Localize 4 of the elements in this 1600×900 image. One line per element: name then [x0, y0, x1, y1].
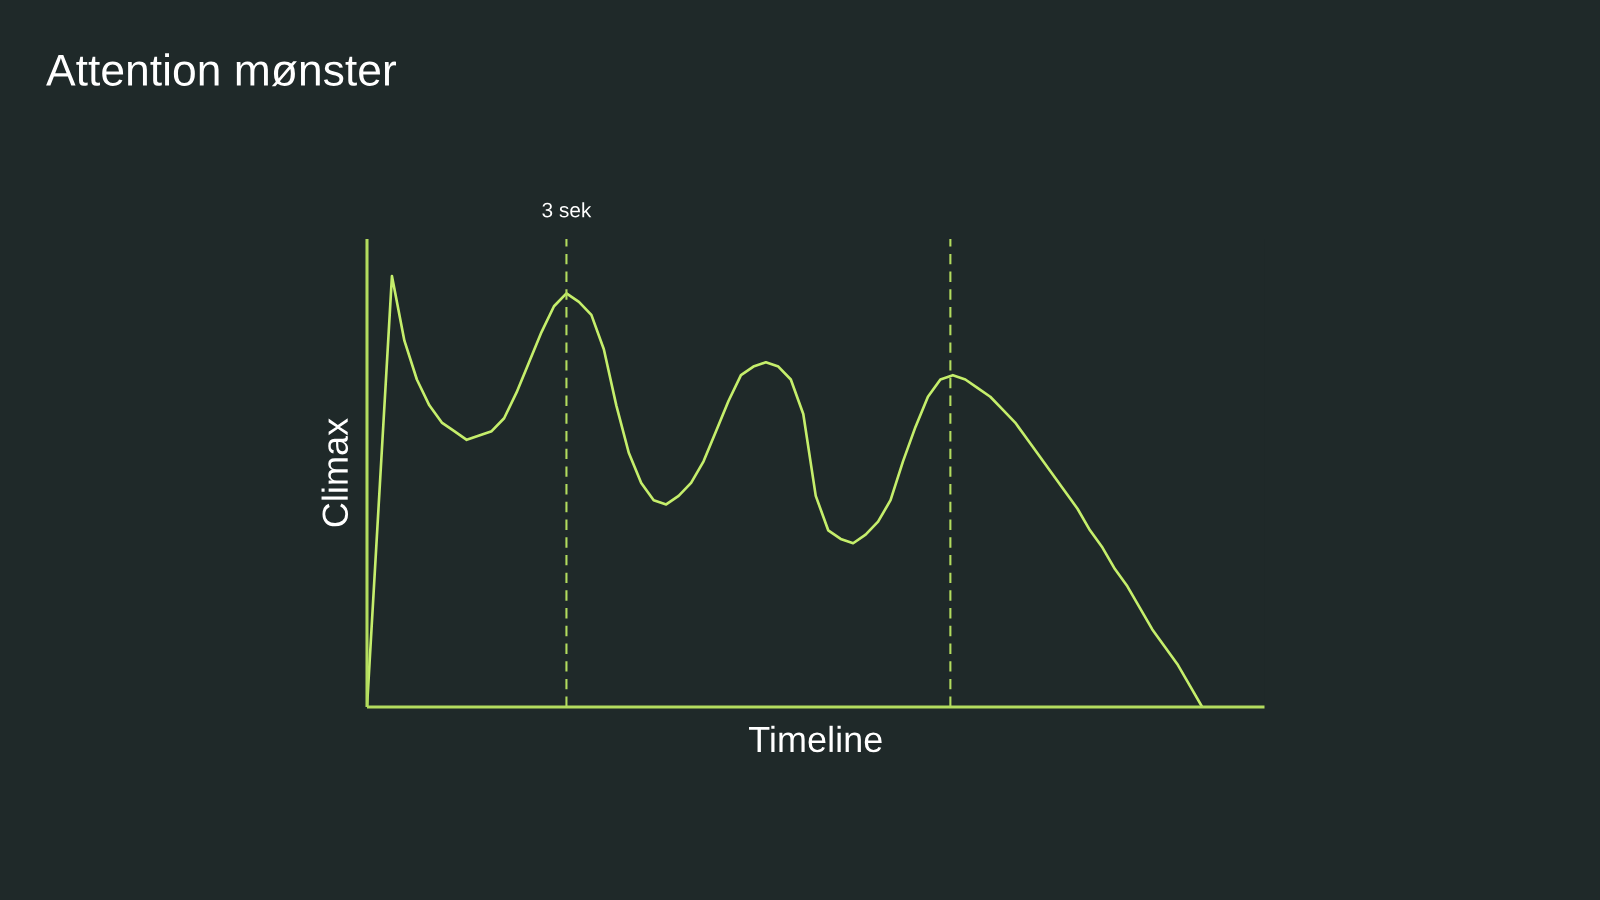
chart-title: Attention mønster [46, 53, 397, 87]
x-axis-title: Timeline [749, 725, 882, 753]
y-axis-title: Climax [321, 418, 349, 527]
text: 3 sek [542, 202, 592, 218]
